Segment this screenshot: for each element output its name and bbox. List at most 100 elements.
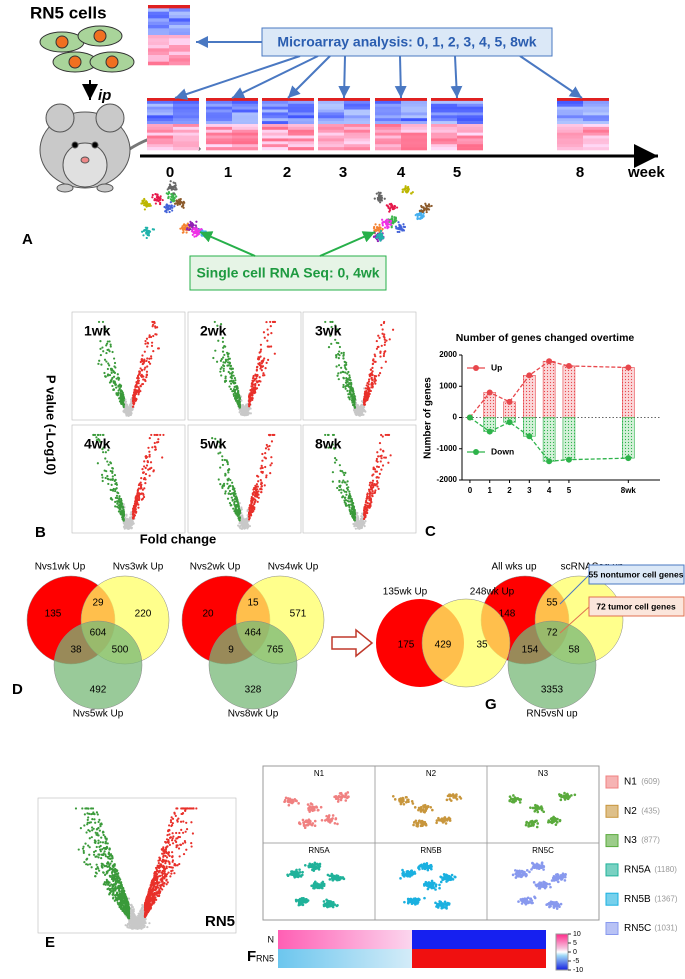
gene-dot xyxy=(382,352,386,356)
cell-dot xyxy=(425,210,428,214)
gene-dot xyxy=(230,382,233,385)
gene-dot xyxy=(380,454,383,457)
heatmap-cell xyxy=(375,135,401,139)
cell-dot xyxy=(395,227,398,230)
heatmap-cell xyxy=(169,55,190,59)
cell-dot xyxy=(379,191,382,194)
gene-dot xyxy=(112,375,116,378)
heatmap-cell xyxy=(583,103,609,107)
heatmap-cell xyxy=(344,100,370,105)
gene-dot xyxy=(268,434,271,437)
gene-dot xyxy=(363,522,366,525)
set-count: 38 xyxy=(70,645,82,656)
gene-dot xyxy=(253,378,257,381)
gene-dot xyxy=(220,358,223,361)
heatmap-cell xyxy=(232,144,258,148)
gene-dot xyxy=(342,357,345,360)
cell-dot xyxy=(172,181,175,184)
gene-dot xyxy=(132,393,135,396)
gene-dot xyxy=(378,336,381,339)
heatmap-cell xyxy=(232,115,258,119)
gene-dot xyxy=(122,519,125,522)
heatmap-cell xyxy=(583,98,609,102)
gene-dot xyxy=(384,456,387,459)
gene-dot xyxy=(101,320,105,324)
gene-dot xyxy=(242,521,246,525)
heatmap-cell xyxy=(173,109,199,113)
gene-dot xyxy=(145,464,149,467)
heatmap-cell xyxy=(375,121,401,125)
x-tick-label: 2 xyxy=(507,486,512,495)
heatmap-cell xyxy=(148,15,169,19)
gene-dot xyxy=(365,501,368,504)
cell-dot xyxy=(149,204,152,207)
cell-dot xyxy=(145,229,148,232)
gene-dot xyxy=(141,492,145,495)
gene-dot xyxy=(104,476,107,480)
gene-dot xyxy=(141,359,144,363)
gene-dot xyxy=(348,490,351,493)
cell-dot xyxy=(390,217,393,220)
point xyxy=(565,362,572,369)
gene-dot xyxy=(145,376,148,379)
cell-dot xyxy=(393,220,396,223)
gene-dot xyxy=(353,525,356,528)
heatmap-cell xyxy=(288,115,314,119)
gene-dot xyxy=(106,367,109,371)
gene-dot xyxy=(346,372,349,375)
heatmap-cell xyxy=(262,132,288,136)
gene-dot xyxy=(353,411,357,414)
cell-dot xyxy=(182,203,185,206)
arrow xyxy=(519,55,583,99)
gene-dot xyxy=(270,440,274,443)
gene-dot xyxy=(116,373,119,376)
gene-dot xyxy=(101,479,104,483)
heatmap-cell xyxy=(457,141,483,145)
gene-dot xyxy=(231,367,235,370)
point xyxy=(506,398,513,405)
cell-dot xyxy=(405,189,408,193)
mouse-icon xyxy=(39,103,202,193)
cell-dot xyxy=(416,215,419,219)
heatmap-cell xyxy=(169,5,190,9)
gene-dot xyxy=(345,384,349,387)
gene-dot xyxy=(145,359,148,363)
gene-dot xyxy=(333,461,337,464)
gene-dot xyxy=(337,364,341,367)
heatmap-cell xyxy=(148,45,169,49)
cell-dot xyxy=(195,220,198,223)
gene-dot xyxy=(103,358,107,361)
gene-dot xyxy=(128,413,131,416)
gene-dot xyxy=(135,510,138,513)
gene-dot xyxy=(257,480,260,483)
heatmap-cell xyxy=(232,126,258,131)
heatmap-cell xyxy=(318,147,344,151)
gene-dot xyxy=(380,468,383,471)
heatmap-cell xyxy=(431,144,457,148)
gene-dot xyxy=(127,407,130,410)
gene-dot xyxy=(108,340,111,343)
cell-dot xyxy=(197,232,201,235)
cell-dot xyxy=(401,188,404,191)
cell-dot xyxy=(164,210,167,213)
gene-dot xyxy=(142,378,145,381)
gene-dot xyxy=(109,343,112,346)
plot-label: 1wk xyxy=(84,323,111,339)
gene-dot xyxy=(353,405,356,408)
gene-dot xyxy=(265,443,268,447)
gene-dot xyxy=(243,412,247,415)
gene-dot xyxy=(376,475,379,479)
bar xyxy=(562,417,576,460)
heatmap-cell xyxy=(206,112,232,116)
set-count: 492 xyxy=(90,685,107,696)
gene-dot xyxy=(368,488,371,491)
heatmap-cell xyxy=(557,109,583,113)
gene-dot xyxy=(265,474,268,477)
gene-dot xyxy=(99,347,102,350)
gene-dot xyxy=(137,498,141,502)
gene-dot xyxy=(264,452,267,455)
gene-dot xyxy=(122,512,125,515)
heatmap-cell xyxy=(557,147,583,151)
heatmap-cell xyxy=(344,144,370,148)
gene-dot xyxy=(226,460,229,463)
